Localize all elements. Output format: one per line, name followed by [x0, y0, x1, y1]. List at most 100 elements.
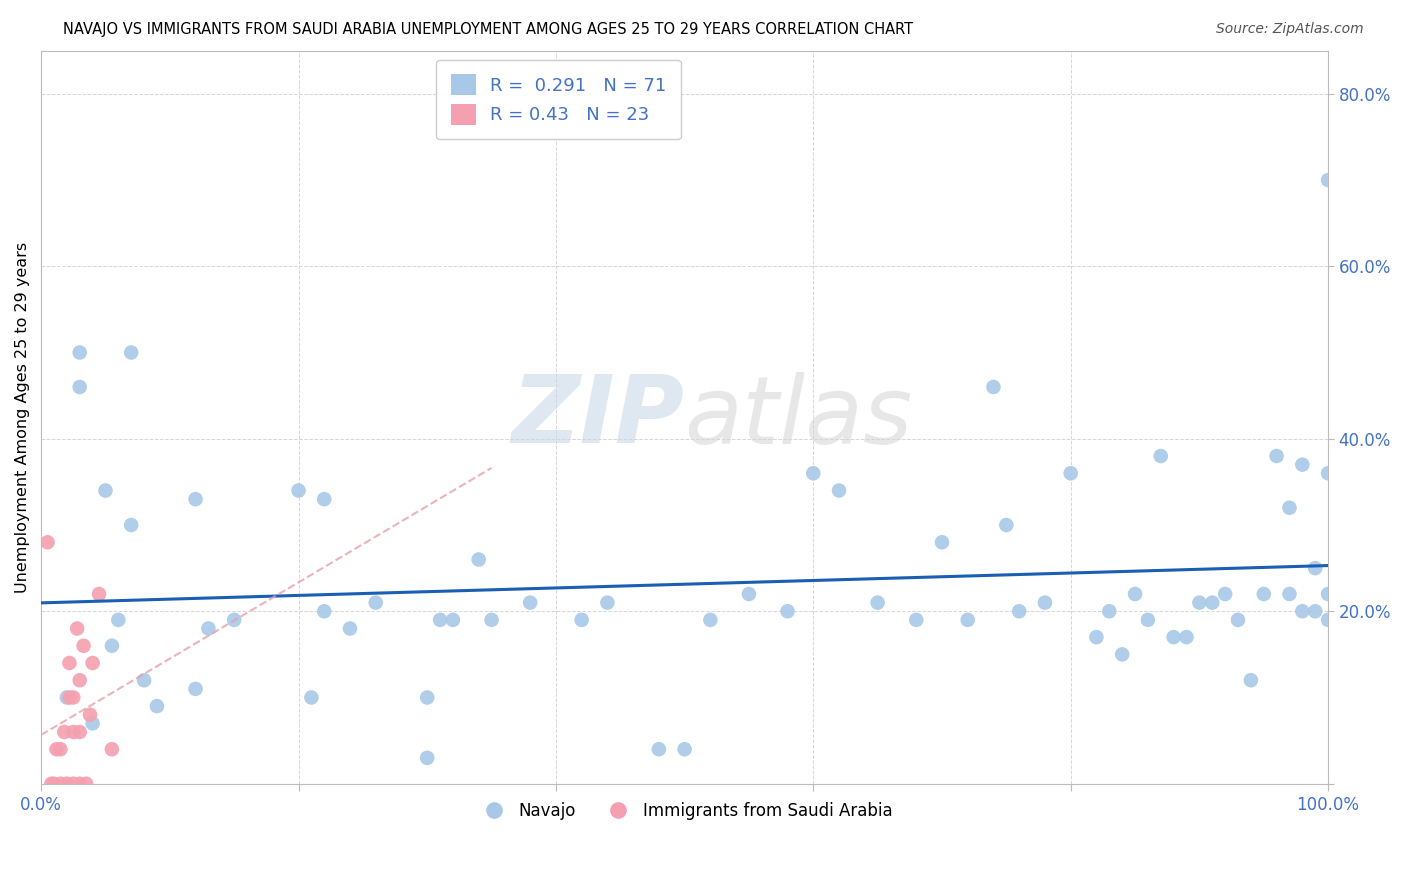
Point [69, 345, 91, 359]
Point [82, 716, 104, 731]
Point [66, 622, 89, 636]
Point [72, 639, 94, 653]
Point [146, 699, 169, 714]
Text: ZIP: ZIP [512, 371, 685, 463]
Point [79, 707, 101, 722]
Point [1060, 467, 1083, 481]
Text: Source: ZipAtlas.com: Source: ZipAtlas.com [1216, 22, 1364, 37]
Point [364, 596, 387, 610]
Point [1136, 613, 1159, 627]
Point [596, 596, 619, 610]
Point [120, 345, 142, 359]
Point [1111, 648, 1133, 662]
Point [101, 742, 124, 756]
Point [429, 613, 451, 627]
Point [224, 613, 246, 627]
Point [1201, 596, 1223, 610]
Point [1150, 449, 1173, 463]
Point [1098, 604, 1121, 618]
Point [69, 673, 91, 688]
Point [58, 656, 80, 670]
Point [58, 690, 80, 705]
Point [416, 690, 439, 705]
Point [87, 587, 110, 601]
Point [931, 535, 953, 549]
Point [62, 777, 84, 791]
Point [1008, 604, 1031, 618]
Point [1085, 630, 1108, 644]
Point [69, 380, 91, 394]
Point [467, 552, 489, 566]
Point [82, 656, 104, 670]
Point [699, 613, 721, 627]
Point [1123, 587, 1146, 601]
Point [42, 777, 65, 791]
Point [801, 467, 824, 481]
Point [1303, 604, 1326, 618]
Point [184, 492, 207, 507]
Text: NAVAJO VS IMMIGRANTS FROM SAUDI ARABIA UNEMPLOYMENT AMONG AGES 25 TO 29 YEARS CO: NAVAJO VS IMMIGRANTS FROM SAUDI ARABIA U… [63, 22, 914, 37]
Point [339, 622, 361, 636]
Point [1303, 561, 1326, 575]
Point [49, 777, 72, 791]
Point [314, 604, 336, 618]
Point [197, 622, 219, 636]
Point [62, 690, 84, 705]
Point [776, 604, 799, 618]
Point [1163, 630, 1185, 644]
Point [983, 380, 1005, 394]
Point [56, 690, 79, 705]
Point [738, 587, 761, 601]
Point [299, 690, 322, 705]
Point [69, 725, 91, 739]
Point [53, 725, 76, 739]
Point [1291, 604, 1313, 618]
Point [673, 742, 696, 756]
Point [1227, 613, 1250, 627]
Point [1278, 500, 1301, 515]
Point [1175, 630, 1198, 644]
Text: atlas: atlas [685, 372, 912, 463]
Y-axis label: Unemployment Among Ages 25 to 29 years: Unemployment Among Ages 25 to 29 years [15, 242, 30, 593]
Point [416, 751, 439, 765]
Point [441, 613, 464, 627]
Point [101, 639, 124, 653]
Point [956, 613, 979, 627]
Point [1253, 587, 1275, 601]
Point [1317, 173, 1340, 187]
Point [1265, 449, 1288, 463]
Point [866, 596, 889, 610]
Point [1278, 587, 1301, 601]
Point [107, 613, 129, 627]
Point [37, 535, 59, 549]
Point [69, 777, 91, 791]
Point [1317, 613, 1340, 627]
Point [995, 518, 1018, 533]
Point [481, 613, 503, 627]
Point [1213, 587, 1236, 601]
Point [94, 483, 117, 498]
Point [905, 613, 928, 627]
Point [75, 777, 97, 791]
Point [519, 596, 541, 610]
Point [1240, 673, 1263, 688]
Legend: Navajo, Immigrants from Saudi Arabia: Navajo, Immigrants from Saudi Arabia [470, 796, 898, 827]
Point [120, 518, 142, 533]
Point [828, 483, 851, 498]
Point [1317, 467, 1340, 481]
Point [314, 492, 336, 507]
Point [62, 725, 84, 739]
Point [45, 742, 67, 756]
Point [49, 742, 72, 756]
Point [41, 777, 63, 791]
Point [1188, 596, 1211, 610]
Point [132, 673, 155, 688]
Point [56, 777, 79, 791]
Point [184, 681, 207, 696]
Point [1317, 587, 1340, 601]
Point [1033, 596, 1056, 610]
Point [287, 483, 309, 498]
Point [1291, 458, 1313, 472]
Point [571, 613, 593, 627]
Point [648, 742, 671, 756]
